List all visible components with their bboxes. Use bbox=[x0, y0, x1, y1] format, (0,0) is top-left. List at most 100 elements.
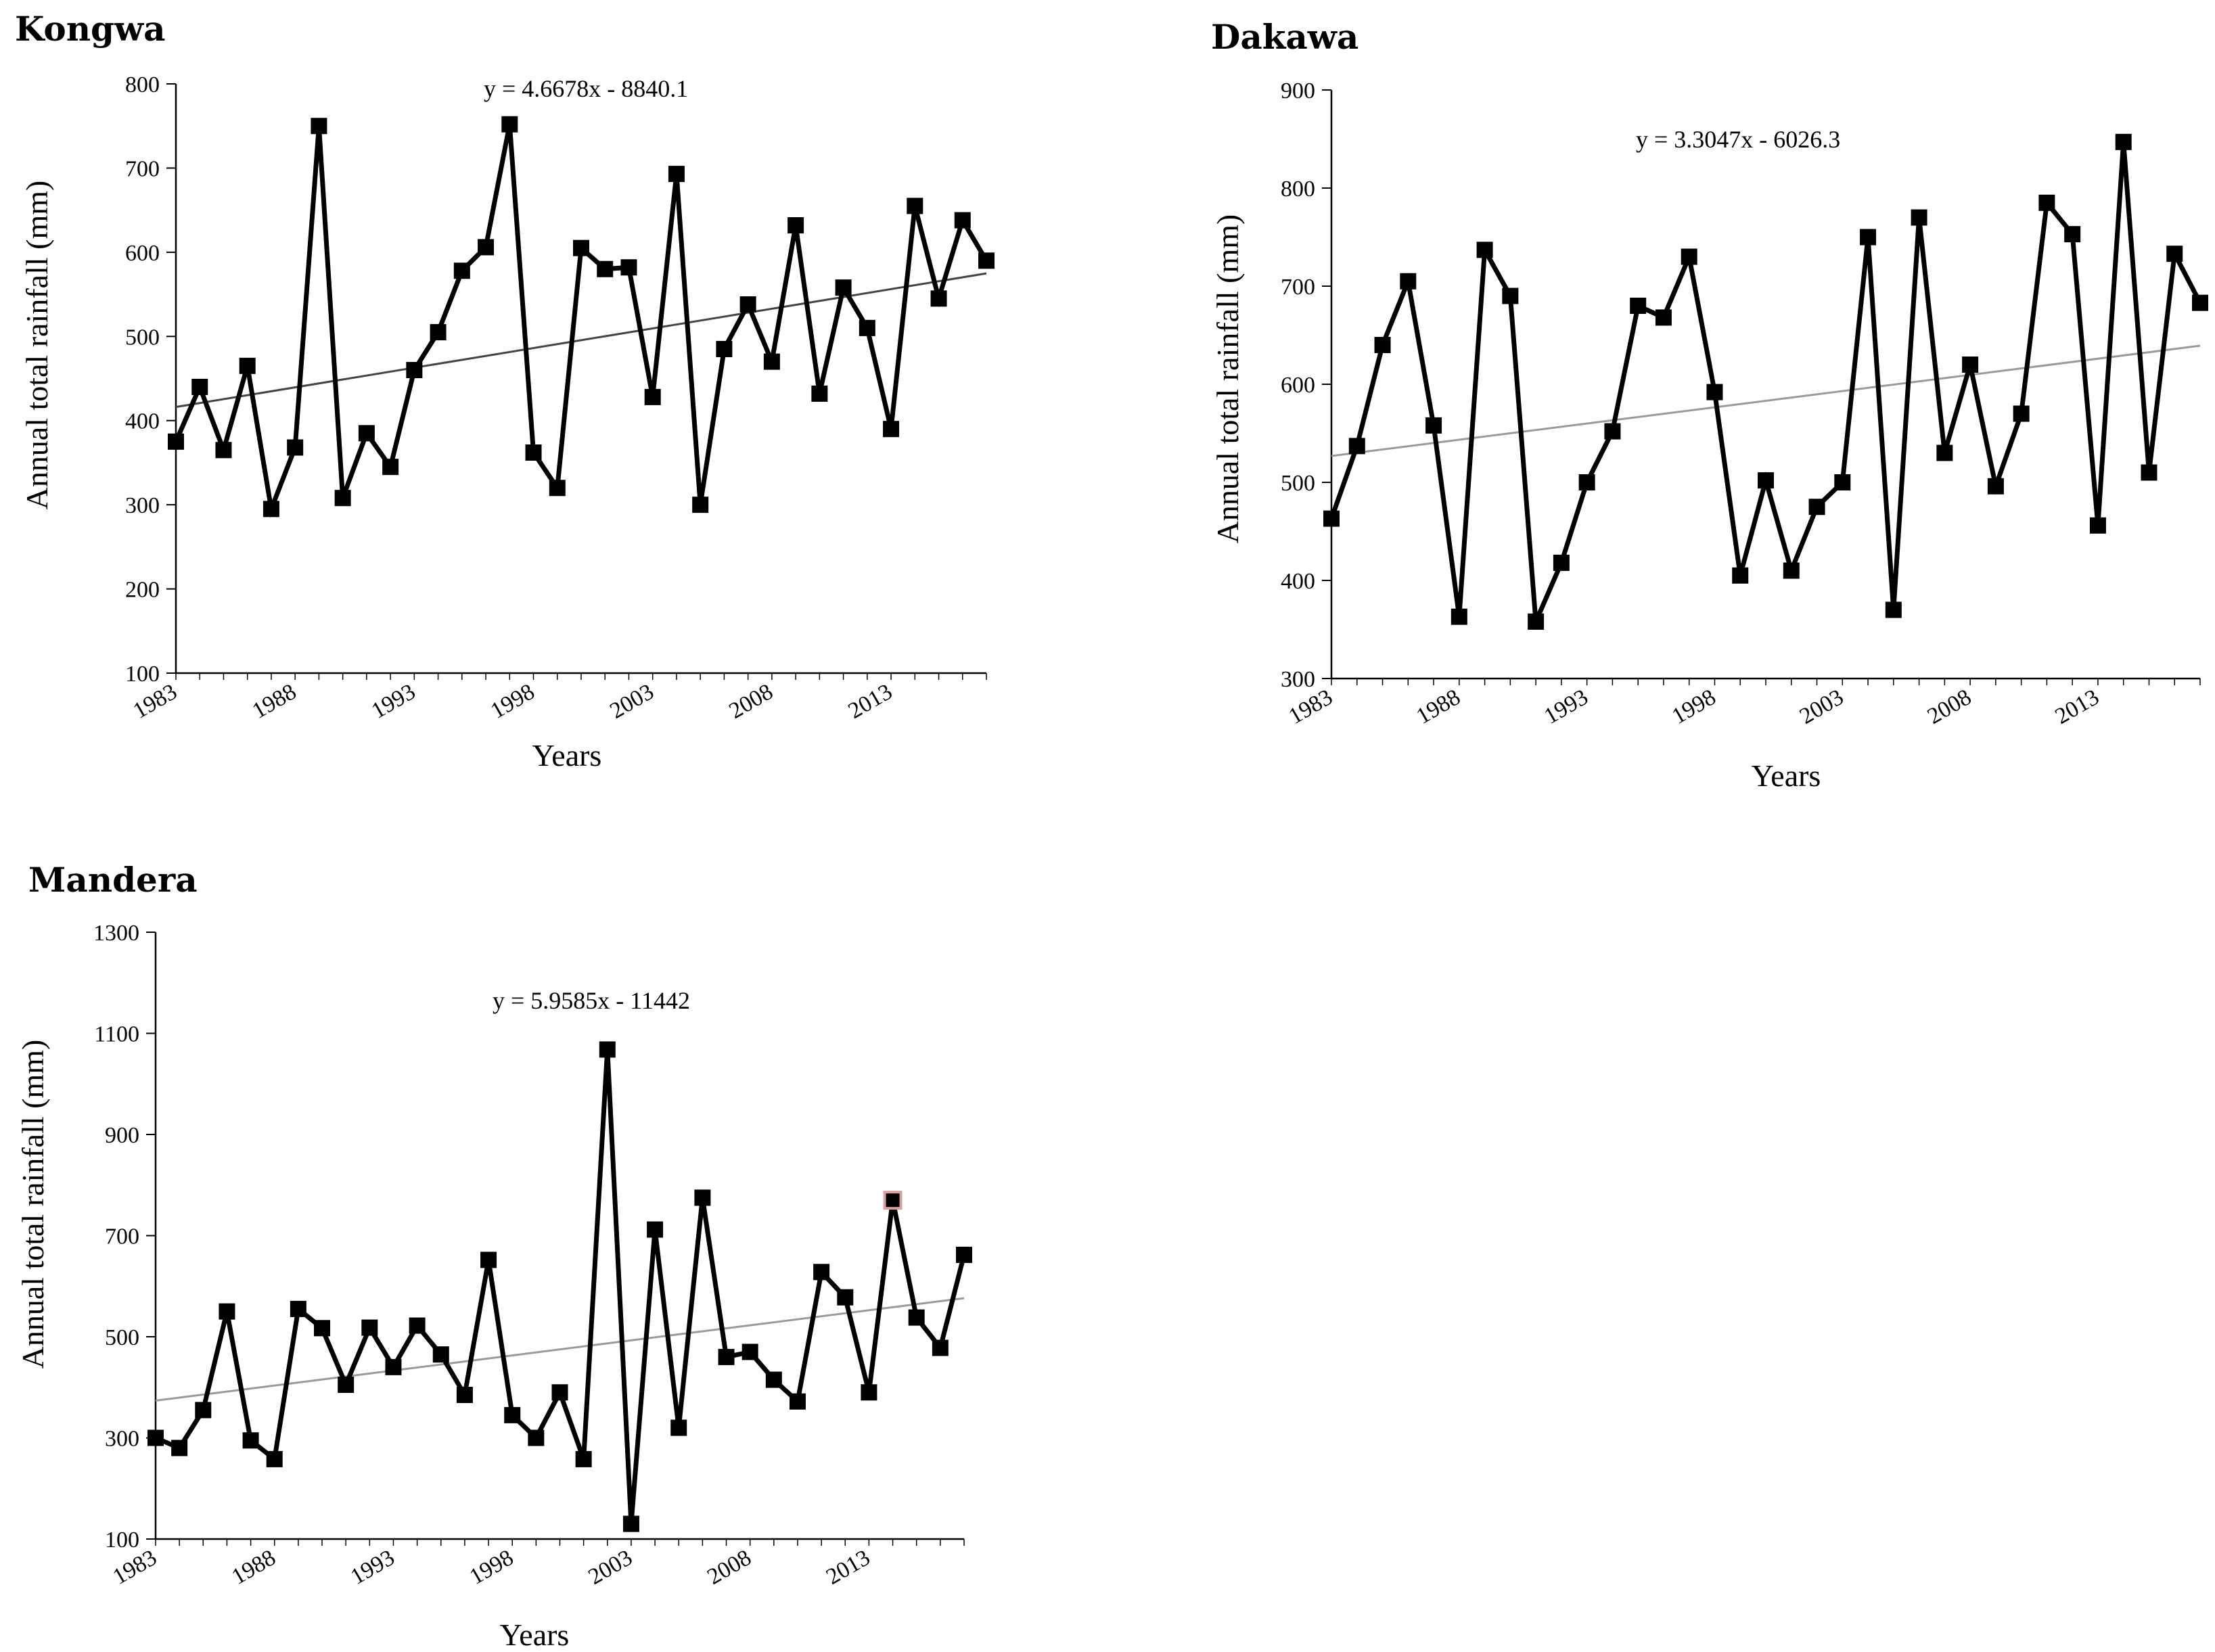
mandera-data-point bbox=[956, 1246, 972, 1263]
dakawa-data-point bbox=[1834, 474, 1851, 490]
dakawa-x-tick-label: 1988 bbox=[1412, 685, 1464, 729]
mandera-y-tick-label: 900 bbox=[105, 1123, 139, 1148]
mandera-data-point bbox=[883, 1191, 903, 1210]
kongwa-data-point bbox=[430, 324, 447, 341]
dakawa-series-line bbox=[1329, 141, 2203, 623]
kongwa-x-tick-label: 1988 bbox=[248, 679, 300, 724]
mandera-x-tick-label: 1993 bbox=[346, 1545, 398, 1590]
dakawa-data-point bbox=[1732, 567, 1749, 584]
kongwa-data-point bbox=[620, 259, 637, 276]
dakawa-data-point bbox=[1706, 384, 1723, 400]
mandera-data-point bbox=[480, 1252, 497, 1268]
kongwa-data-point bbox=[835, 279, 852, 296]
dakawa-data-point bbox=[2013, 405, 2030, 422]
dakawa-data-point bbox=[2089, 517, 2106, 534]
kongwa-data-point bbox=[763, 353, 780, 370]
kongwa-data-point bbox=[406, 362, 423, 379]
dakawa-data-point bbox=[1962, 357, 1979, 373]
dakawa-data-point bbox=[1630, 298, 1647, 314]
mandera-data-point bbox=[242, 1432, 259, 1449]
mandera-data-point bbox=[932, 1339, 949, 1356]
mandera-data-point bbox=[432, 1346, 449, 1363]
mandera-trend-line bbox=[155, 1297, 965, 1402]
dakawa-data-point bbox=[1374, 337, 1391, 353]
mandera-data-point bbox=[789, 1393, 806, 1410]
mandera-x-tick-label: 2003 bbox=[585, 1545, 637, 1590]
mandera-chart: Mandera y = 5.9585x - 11442 Annual total… bbox=[16, 860, 972, 1652]
kongwa-x-tick-label: 1998 bbox=[486, 679, 539, 724]
kongwa-trend-equation: y = 4.6678x - 8840.1 bbox=[484, 75, 688, 102]
mandera-data-point bbox=[647, 1221, 664, 1238]
kongwa-data-point bbox=[811, 385, 828, 402]
kongwa-x-tick-label: 2013 bbox=[844, 679, 896, 724]
dakawa-x-tick-label: 2013 bbox=[2051, 685, 2103, 729]
mandera-y-tick-label: 1300 bbox=[93, 921, 139, 946]
mandera-y-tick-label: 1100 bbox=[94, 1022, 139, 1047]
kongwa-data-point bbox=[191, 378, 208, 395]
kongwa-data-point bbox=[739, 296, 756, 313]
kongwa-data-point bbox=[239, 357, 256, 374]
kongwa-data-point bbox=[907, 198, 923, 214]
dakawa-y-tick-label: 800 bbox=[1281, 177, 1315, 202]
kongwa-data-point bbox=[382, 459, 399, 476]
kongwa-data-point bbox=[978, 252, 995, 269]
kongwa-data-point bbox=[573, 239, 589, 256]
kongwa-x-tick-label: 1993 bbox=[367, 679, 419, 724]
kongwa-data-point bbox=[334, 490, 351, 507]
dakawa-chart: Dakawa y = 3.3047x - 6026.3 Annual total… bbox=[1210, 17, 2208, 793]
mandera-data-point bbox=[528, 1429, 545, 1446]
dakawa-data-point bbox=[1476, 242, 1493, 258]
dakawa-data-point bbox=[1936, 444, 1953, 461]
mandera-data-point bbox=[861, 1384, 877, 1401]
dakawa-data-point bbox=[1528, 613, 1545, 630]
dakawa-data-point bbox=[1808, 499, 1825, 515]
kongwa-data-point bbox=[501, 116, 518, 133]
kongwa-data-point bbox=[453, 262, 470, 279]
kongwa-y-tick-label: 200 bbox=[125, 578, 160, 603]
kongwa-x-tick-label: 2003 bbox=[606, 679, 658, 724]
mandera-data-point bbox=[765, 1371, 782, 1388]
kongwa-data-point bbox=[311, 118, 327, 135]
mandera-trend-equation: y = 5.9585x - 11442 bbox=[493, 987, 690, 1014]
dakawa-x-tick-label: 1998 bbox=[1668, 685, 1720, 729]
kongwa-data-point bbox=[644, 388, 661, 405]
mandera-data-point bbox=[266, 1450, 283, 1467]
mandera-y-tick-label: 700 bbox=[105, 1224, 139, 1249]
mandera-y-tick-label: 100 bbox=[105, 1528, 139, 1553]
mandera-data-point bbox=[837, 1289, 854, 1306]
dakawa-data-point bbox=[1553, 554, 1570, 571]
dakawa-data-point bbox=[2038, 194, 2055, 211]
mandera-data-point bbox=[741, 1344, 758, 1360]
dakawa-trend-line bbox=[1331, 344, 2201, 457]
mandera-data-point bbox=[147, 1429, 164, 1446]
mandera-data-point bbox=[694, 1189, 711, 1206]
dakawa-y-tick-label: 500 bbox=[1281, 471, 1315, 496]
kongwa-y-tick-label: 600 bbox=[125, 241, 160, 266]
mandera-data-point bbox=[670, 1419, 687, 1436]
dakawa-x-tick-label: 1993 bbox=[1540, 685, 1592, 729]
kongwa-y-tick-label: 500 bbox=[125, 325, 160, 350]
mandera-x-tick-label: 1988 bbox=[227, 1545, 279, 1590]
kongwa-y-tick-label: 300 bbox=[125, 493, 160, 518]
mandera-data-point bbox=[575, 1450, 592, 1467]
kongwa-data-point bbox=[787, 217, 804, 234]
mandera-data-point bbox=[338, 1377, 355, 1394]
mandera-data-point bbox=[504, 1406, 521, 1423]
kongwa-data-point bbox=[549, 480, 566, 497]
mandera-x-tick-label: 2013 bbox=[822, 1545, 874, 1590]
dakawa-data-point bbox=[2115, 133, 2132, 150]
mandera-y-tick-label: 500 bbox=[105, 1325, 139, 1350]
mandera-data-point bbox=[385, 1358, 402, 1375]
kongwa-data-point bbox=[692, 497, 709, 513]
mandera-data-point bbox=[219, 1303, 235, 1320]
dakawa-data-point bbox=[1578, 474, 1595, 490]
mandera-data-point bbox=[718, 1348, 735, 1365]
mandera-x-tick-label: 1998 bbox=[465, 1545, 518, 1590]
dakawa-data-point bbox=[1681, 248, 1697, 265]
mandera-data-point bbox=[314, 1320, 331, 1337]
kongwa-title: Kongwa bbox=[15, 9, 165, 49]
mandera-x-axis-label: Years bbox=[500, 1617, 570, 1652]
kongwa-data-point bbox=[478, 239, 495, 256]
dakawa-data-point bbox=[2064, 226, 2081, 243]
